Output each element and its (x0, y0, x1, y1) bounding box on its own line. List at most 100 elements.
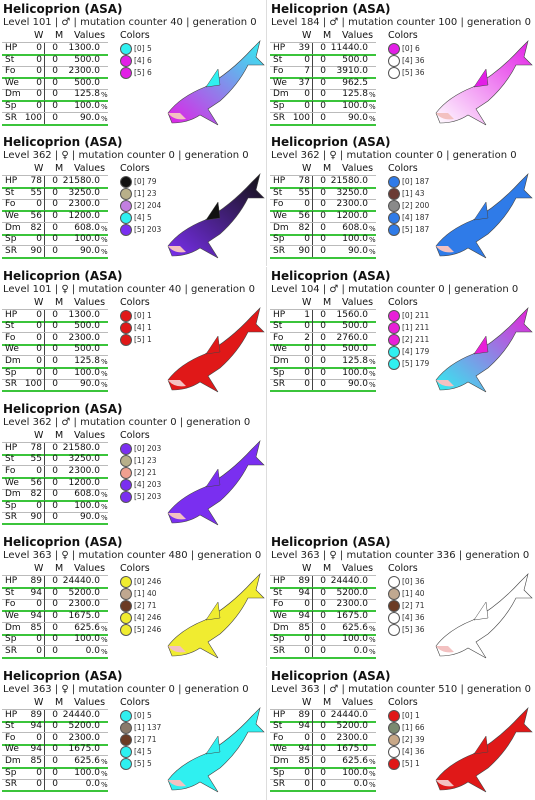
row-separator (2, 366, 108, 369)
row-separator (2, 755, 108, 757)
color-swatch (120, 454, 132, 467)
stat-value: 625.6 (74, 755, 100, 766)
stat-name: Fo (5, 199, 16, 210)
row-separator (270, 645, 376, 647)
stat-wild: 0 (304, 234, 310, 245)
stat-mutated: 0 (52, 587, 58, 598)
stat-wild: 0 (304, 367, 310, 378)
stat-unit: % (369, 357, 376, 366)
color-label: [2] 211 (402, 334, 430, 344)
color-label: [5] 36 (402, 625, 425, 635)
stat-name: SR (5, 512, 17, 523)
column-divider (44, 332, 45, 344)
stat-mutated: 0 (52, 709, 58, 720)
color-label: [5] 6 (134, 68, 152, 77)
creature-card: Helicoprion (ASA) Level 363 | ♀ | mutatio… (0, 533, 266, 666)
column-divider (312, 321, 313, 333)
header-separator (270, 708, 376, 710)
stat-unit: % (101, 247, 108, 256)
stat-value: 608.0 (74, 222, 100, 233)
column-divider (312, 634, 313, 646)
stat-mutated: 0 (320, 779, 326, 790)
stat-name: Sp (5, 767, 17, 778)
stat-unit: % (369, 781, 376, 790)
stat-name: St (273, 721, 283, 732)
column-divider (312, 645, 313, 657)
column-divider (312, 245, 313, 257)
stat-value: 500.0 (74, 77, 100, 88)
row-separator (270, 766, 376, 769)
row-separator (2, 88, 108, 90)
stat-mutated: 0 (320, 645, 326, 656)
header-w: W (34, 296, 44, 308)
column-divider (44, 622, 45, 634)
color-label: [1] 211 (402, 322, 430, 332)
column-divider (312, 622, 313, 634)
stat-wild: 0 (36, 367, 42, 378)
stat-wild: 90 (30, 245, 42, 256)
stat-unit: % (369, 624, 376, 633)
color-swatch (388, 757, 400, 770)
stat-unit: % (369, 224, 376, 233)
color-swatch (388, 224, 400, 237)
column-divider (44, 187, 45, 199)
stat-mutated: 0 (52, 732, 58, 743)
stat-value: 3250.0 (68, 187, 101, 198)
header-m: M (323, 163, 332, 175)
header-values: Values (342, 563, 374, 575)
column-divider (44, 576, 45, 588)
stat-mutated: 0 (52, 779, 58, 790)
stat-wild: 7 (304, 66, 310, 77)
stat-value: 24440.0 (62, 709, 100, 720)
header-w: W (34, 30, 44, 41)
creature-card: Helicoprion (ASA) Level 184 | ♂ | mutatio… (268, 0, 534, 133)
stat-name: Dm (273, 355, 289, 366)
color-swatch (388, 733, 400, 746)
header-w: W (34, 429, 44, 441)
stat-unit: % (101, 636, 108, 645)
stat-mutated: 0 (320, 211, 326, 222)
stat-wild: 89 (298, 576, 310, 587)
header-values: Values (74, 696, 106, 708)
row-separator (270, 790, 376, 793)
color-label: [4] 36 (402, 613, 425, 623)
stat-unit: % (369, 381, 376, 390)
row-separator (270, 210, 376, 213)
divider (266, 133, 267, 267)
column-divider (312, 599, 313, 611)
row-separator (2, 766, 108, 769)
row-separator (2, 343, 108, 346)
stat-mutated: 0 (52, 355, 58, 366)
stat-mutated: 0 (52, 187, 58, 198)
column-divider (312, 767, 313, 779)
row-separator (2, 222, 108, 224)
column-divider (44, 755, 45, 767)
header-w: W (302, 563, 312, 575)
row-separator (270, 320, 376, 323)
color-label: [5] 179 (402, 358, 430, 368)
stat-value: 962.5 (342, 77, 368, 88)
creature-fin (205, 468, 221, 488)
stat-wild: 94 (30, 744, 42, 755)
stat-wild: 55 (298, 187, 310, 198)
row-separator (270, 54, 376, 56)
stat-mutated: 0 (320, 54, 326, 65)
row-separator (2, 198, 108, 200)
creature-fin (473, 334, 489, 354)
column-divider (44, 199, 45, 211)
stat-mutated: 0 (52, 245, 58, 256)
card-subtitle: Level 363 | ♂ | mutation counter 510 | g… (271, 683, 531, 695)
color-swatch (388, 357, 400, 370)
creature-image (435, 573, 533, 659)
stat-name: Dm (5, 622, 21, 633)
stat-name: We (5, 344, 19, 355)
stat-name: Fo (273, 199, 284, 210)
color-swatch (120, 67, 132, 79)
stat-mutated: 0 (52, 442, 58, 453)
header-colors: Colors (120, 429, 150, 441)
column-divider (44, 112, 45, 124)
stat-unit: % (101, 647, 108, 656)
stat-mutated: 0 (320, 576, 326, 587)
row-separator (270, 621, 376, 623)
color-label: [2] 71 (134, 734, 157, 744)
